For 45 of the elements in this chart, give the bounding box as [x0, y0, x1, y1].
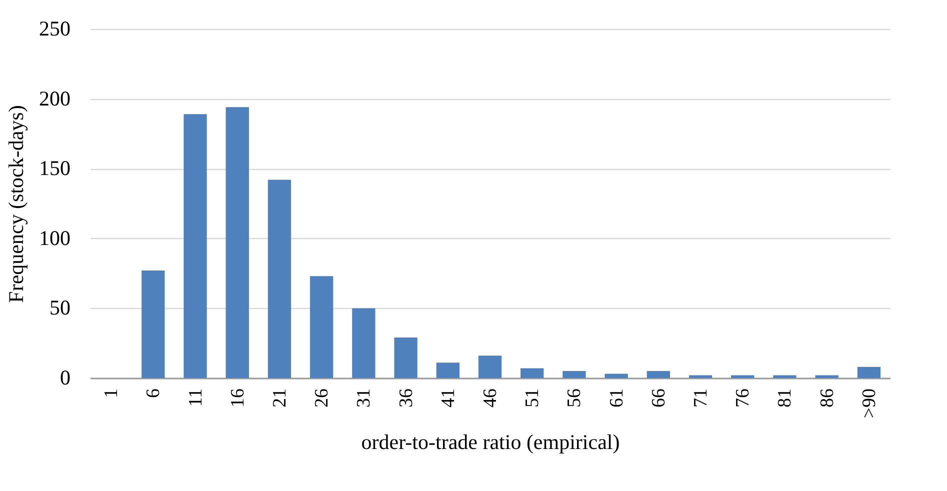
bar	[394, 338, 418, 378]
y-tick-label: 100	[39, 226, 70, 250]
bar	[478, 356, 502, 378]
bar	[815, 375, 838, 378]
bar	[520, 368, 544, 378]
x-tick-label: 31	[354, 388, 375, 408]
y-axis-title: Frequency (stock-days)	[4, 105, 28, 303]
bar	[688, 375, 712, 378]
x-tick-label: 1	[101, 388, 122, 398]
x-tick-label: 21	[269, 388, 290, 408]
x-tick-label: 11	[185, 388, 206, 407]
y-tick-label: 50	[50, 296, 70, 320]
bar	[562, 371, 586, 378]
bar	[773, 375, 796, 378]
bar	[226, 107, 249, 378]
bar	[310, 276, 334, 378]
x-tick-label: 41	[438, 388, 459, 408]
y-tick-label: 250	[39, 16, 70, 40]
x-tick-label: 16	[227, 388, 248, 408]
x-tick-label: 36	[396, 388, 417, 408]
x-tick-label: 6	[143, 388, 164, 398]
bar	[184, 114, 207, 378]
x-tick-label: 56	[564, 388, 586, 408]
x-tick-label: 26	[312, 388, 333, 408]
x-tick-label: >90	[858, 388, 880, 418]
x-tick-label: 71	[690, 388, 712, 408]
y-tick-label: 200	[39, 86, 70, 110]
x-tick-label: 66	[648, 388, 670, 408]
y-tick-label: 150	[39, 156, 70, 180]
x-tick-label: 46	[480, 388, 501, 408]
x-axis-title: order-to-trade ratio (empirical)	[361, 430, 620, 454]
x-tick-label: 61	[606, 388, 628, 408]
bar	[646, 371, 670, 378]
bar	[268, 180, 292, 378]
bar	[857, 366, 881, 378]
y-tick-label: 0	[60, 366, 70, 390]
x-tick-label: 51	[522, 388, 544, 408]
x-tick-label: 76	[732, 388, 754, 408]
bar	[436, 362, 460, 378]
x-tick-label: 86	[816, 388, 838, 408]
x-tick-label: 81	[774, 388, 796, 408]
bar	[352, 308, 376, 378]
bar	[731, 375, 754, 378]
bar	[604, 374, 628, 378]
bar	[142, 270, 165, 378]
